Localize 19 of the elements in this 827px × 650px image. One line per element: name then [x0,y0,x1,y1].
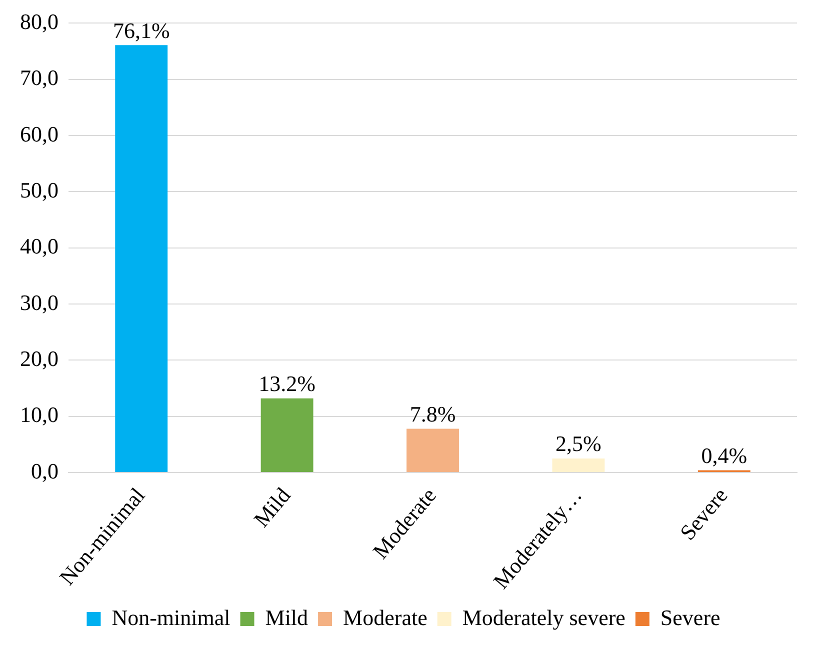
legend-label: Moderately severe [462,604,626,630]
y-tick-label: 20,0 [20,346,58,371]
legend-label: Non-minimal [112,604,230,630]
y-tick-label: 10,0 [20,402,58,428]
y-tick-label: 30,0 [20,290,58,315]
y-tick-label: 60,0 [20,121,58,146]
legend-label: Moderate [343,604,428,630]
data-label: 13.2% [258,371,316,396]
data-label: 76,1% [112,18,170,43]
y-tick-label: 50,0 [20,177,58,202]
legend-label: Severe [660,604,720,630]
y-tick-label: 80,0 [20,8,58,34]
y-tick-label: 40,0 [20,234,58,259]
data-label: 2,5% [556,431,602,456]
data-label: 7.8% [410,401,456,426]
data-label: 0,4% [701,443,748,468]
y-tick-label: 0,0 [31,458,58,484]
y-tick-label: 70,0 [20,65,58,90]
legend-label: Mild [265,604,308,630]
